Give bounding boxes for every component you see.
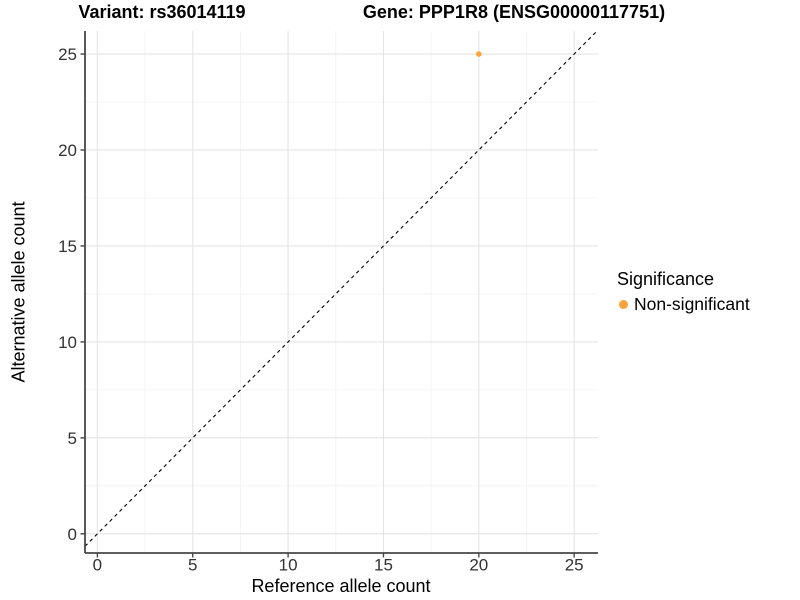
x-tick-label: 5 bbox=[188, 556, 197, 575]
legend-item-label: Non-significant bbox=[634, 293, 750, 314]
x-tick-label: 20 bbox=[469, 556, 488, 575]
y-tick-label: 10 bbox=[58, 333, 77, 352]
x-tick-label: 25 bbox=[565, 556, 584, 575]
axis-lines bbox=[84, 31, 598, 554]
data-points bbox=[476, 51, 482, 57]
grid-minor bbox=[85, 31, 598, 553]
data-point bbox=[476, 51, 482, 57]
y-tick-label: 0 bbox=[68, 525, 77, 544]
y-tick-label: 5 bbox=[68, 429, 77, 448]
x-axis-ticks: 0 5 10 15 20 25 bbox=[93, 553, 584, 575]
y-tick-label: 25 bbox=[58, 45, 77, 64]
legend-item-non-significant: Non-significant bbox=[615, 293, 795, 315]
legend-point-icon bbox=[619, 299, 628, 309]
x-tick-label: 10 bbox=[279, 556, 298, 575]
legend-title: Significance bbox=[617, 269, 715, 289]
y-tick-label: 15 bbox=[58, 237, 77, 256]
plot-title-variant: Variant: rs36014119 bbox=[78, 2, 246, 22]
legend: Significance Non-significant bbox=[615, 268, 795, 315]
y-axis-ticks: 0 5 10 15 20 25 bbox=[58, 45, 85, 544]
x-axis-title: Reference allele count bbox=[251, 576, 431, 596]
plot-title-gene: Gene: PPP1R8 (ENSG00000117751) bbox=[362, 2, 666, 22]
x-tick-label: 15 bbox=[374, 556, 393, 575]
identity-line bbox=[84, 30, 598, 547]
grid-major bbox=[85, 31, 598, 553]
y-tick-label: 20 bbox=[58, 141, 77, 160]
x-tick-label: 0 bbox=[93, 556, 102, 575]
